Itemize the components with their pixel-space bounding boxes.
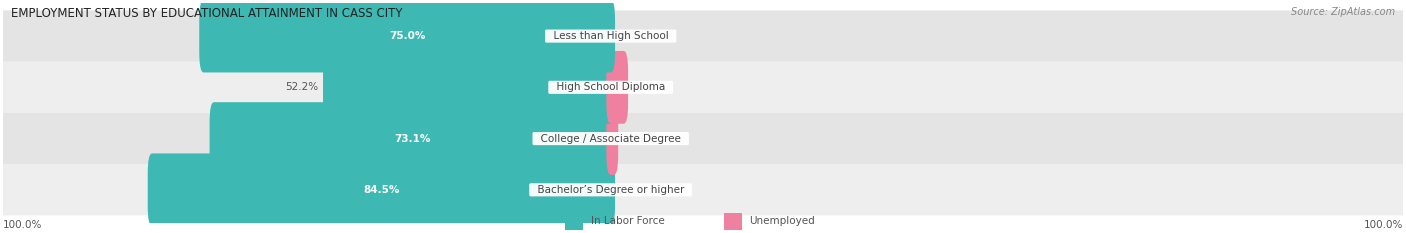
- Text: 100.0%: 100.0%: [3, 219, 42, 230]
- Text: In Labor Force: In Labor Force: [591, 216, 664, 226]
- Text: Unemployed: Unemployed: [749, 216, 815, 226]
- FancyBboxPatch shape: [606, 51, 628, 124]
- FancyBboxPatch shape: [3, 164, 1403, 216]
- FancyBboxPatch shape: [3, 113, 1403, 164]
- FancyBboxPatch shape: [148, 154, 614, 226]
- Text: 2.4%: 2.4%: [623, 134, 650, 144]
- Text: 0.0%: 0.0%: [620, 185, 645, 195]
- Text: 10.0%: 10.0%: [633, 82, 665, 92]
- FancyBboxPatch shape: [3, 10, 1403, 62]
- FancyBboxPatch shape: [323, 51, 614, 124]
- Text: Less than High School: Less than High School: [547, 31, 675, 41]
- Text: 73.1%: 73.1%: [394, 134, 430, 144]
- Text: 84.5%: 84.5%: [363, 185, 399, 195]
- Text: Bachelor’s Degree or higher: Bachelor’s Degree or higher: [531, 185, 690, 195]
- FancyBboxPatch shape: [606, 102, 619, 175]
- FancyBboxPatch shape: [200, 0, 614, 72]
- Text: 100.0%: 100.0%: [1364, 219, 1403, 230]
- Text: 0.0%: 0.0%: [620, 31, 645, 41]
- Text: 52.2%: 52.2%: [285, 82, 319, 92]
- Text: College / Associate Degree: College / Associate Degree: [534, 134, 688, 144]
- Text: High School Diploma: High School Diploma: [550, 82, 672, 92]
- FancyBboxPatch shape: [3, 62, 1403, 113]
- FancyBboxPatch shape: [209, 102, 614, 175]
- Text: EMPLOYMENT STATUS BY EDUCATIONAL ATTAINMENT IN CASS CITY: EMPLOYMENT STATUS BY EDUCATIONAL ATTAINM…: [11, 7, 402, 20]
- Text: 75.0%: 75.0%: [389, 31, 426, 41]
- Text: Source: ZipAtlas.com: Source: ZipAtlas.com: [1291, 7, 1395, 17]
